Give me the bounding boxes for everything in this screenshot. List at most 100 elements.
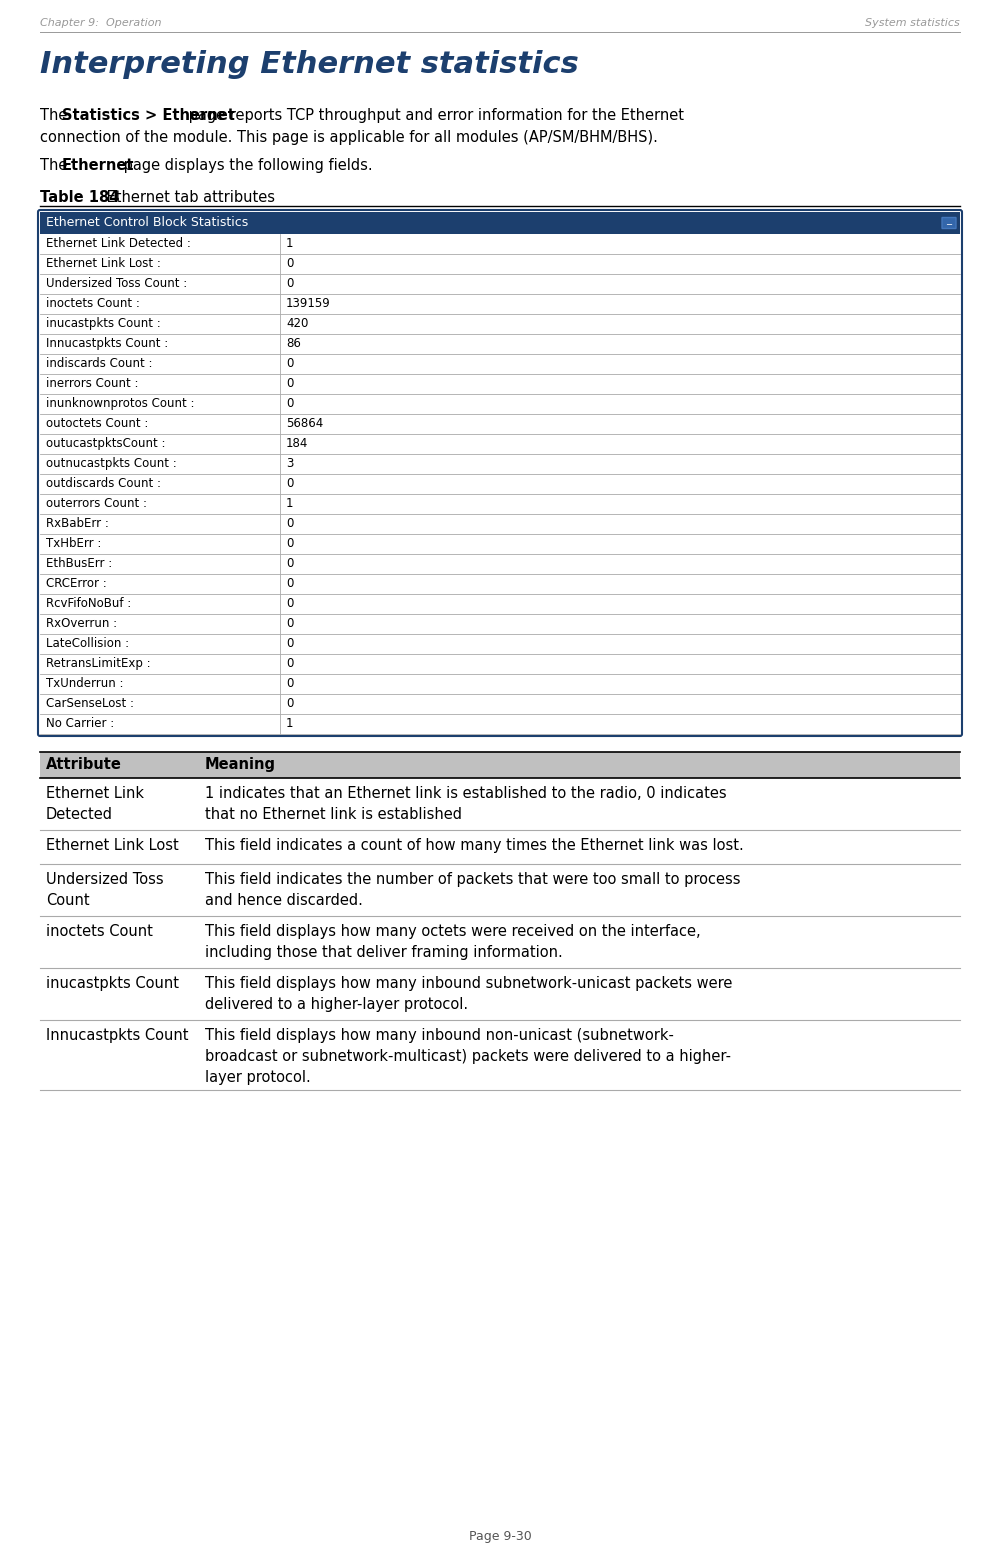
Text: Attribute: Attribute (46, 758, 122, 772)
Bar (40, 513, 960, 534)
Text: Ethernet Link Lost: Ethernet Link Lost (46, 839, 179, 853)
Text: 0: 0 (286, 598, 293, 610)
Text: LateCollision :: LateCollision : (46, 636, 129, 650)
Bar (40, 355, 960, 373)
Text: outerrors Count :: outerrors Count : (46, 496, 147, 510)
Text: Ethernet Control Block Statistics: Ethernet Control Block Statistics (46, 216, 248, 229)
Bar (40, 615, 960, 633)
Text: Statistics > Ethernet: Statistics > Ethernet (62, 107, 235, 123)
Bar (40, 594, 960, 615)
Text: This field displays how many octets were received on the interface,
including th: This field displays how many octets were… (205, 924, 701, 960)
Text: RxOverrun :: RxOverrun : (46, 618, 117, 630)
Bar (40, 534, 960, 554)
Text: EthBusErr :: EthBusErr : (46, 557, 112, 569)
Text: 0: 0 (286, 557, 293, 569)
Text: connection of the module. This page is applicable for all modules (AP/SM/BHM/BHS: connection of the module. This page is a… (40, 131, 658, 145)
Bar (40, 694, 960, 714)
Bar (40, 574, 960, 594)
Text: 3: 3 (286, 457, 293, 470)
Text: RxBabErr :: RxBabErr : (46, 517, 109, 531)
Bar (40, 752, 960, 778)
Text: 0: 0 (286, 377, 293, 391)
Text: This field displays how many inbound non-unicast (subnetwork-
broadcast or subne: This field displays how many inbound non… (205, 1029, 731, 1085)
Bar (40, 373, 960, 394)
Text: outoctets Count :: outoctets Count : (46, 417, 148, 429)
Bar (40, 394, 960, 414)
Bar (40, 233, 960, 254)
Text: Ethernet Link Lost :: Ethernet Link Lost : (46, 257, 161, 271)
Text: Innucastpkts Count :: Innucastpkts Count : (46, 338, 168, 350)
Text: 1: 1 (286, 717, 294, 730)
Text: Interpreting Ethernet statistics: Interpreting Ethernet statistics (40, 50, 579, 79)
Text: 184: 184 (286, 437, 308, 450)
Text: 139159: 139159 (286, 297, 331, 310)
Text: 0: 0 (286, 657, 293, 671)
Text: RetransLimitExp :: RetransLimitExp : (46, 657, 151, 671)
Text: 0: 0 (286, 618, 293, 630)
Bar (40, 274, 960, 294)
Text: 1: 1 (286, 237, 294, 251)
Bar (40, 864, 960, 916)
Text: Innucastpkts Count: Innucastpkts Count (46, 1029, 188, 1043)
Text: Ethernet tab attributes: Ethernet tab attributes (102, 190, 275, 205)
Text: page displays the following fields.: page displays the following fields. (119, 159, 373, 173)
Bar (40, 493, 960, 513)
Text: 0: 0 (286, 677, 293, 689)
Bar (40, 454, 960, 475)
Text: 0: 0 (286, 356, 293, 370)
Text: 0: 0 (286, 257, 293, 271)
Text: indiscards Count :: indiscards Count : (46, 356, 152, 370)
Text: Ethernet Link Detected :: Ethernet Link Detected : (46, 237, 191, 251)
Bar (40, 335, 960, 355)
Text: This field indicates the number of packets that were too small to process
and he: This field indicates the number of packe… (205, 871, 740, 909)
Text: 0: 0 (286, 277, 293, 289)
FancyBboxPatch shape (942, 218, 956, 229)
Text: CRCError :: CRCError : (46, 577, 107, 590)
Text: Ethernet Link
Detected: Ethernet Link Detected (46, 786, 144, 822)
Text: Undersized Toss
Count: Undersized Toss Count (46, 871, 164, 909)
Text: 1 indicates that an Ethernet link is established to the radio, 0 indicates
that : 1 indicates that an Ethernet link is est… (205, 786, 727, 822)
Text: CarSenseLost :: CarSenseLost : (46, 697, 134, 710)
Bar (40, 968, 960, 1021)
Bar (40, 314, 960, 335)
Text: 420: 420 (286, 317, 308, 330)
Text: page reports TCP throughput and error information for the Ethernet: page reports TCP throughput and error in… (184, 107, 684, 123)
Text: inucastpkts Count: inucastpkts Count (46, 976, 179, 991)
Text: This field displays how many inbound subnetwork-unicast packets were
delivered t: This field displays how many inbound sub… (205, 976, 732, 1011)
Bar (40, 254, 960, 274)
Text: Meaning: Meaning (205, 758, 276, 772)
Text: 0: 0 (286, 517, 293, 531)
Text: outnucastpkts Count :: outnucastpkts Count : (46, 457, 177, 470)
Text: 0: 0 (286, 537, 293, 549)
Text: Table 184: Table 184 (40, 190, 119, 205)
Text: outdiscards Count :: outdiscards Count : (46, 478, 161, 490)
Text: TxUnderrun :: TxUnderrun : (46, 677, 124, 689)
Bar (40, 434, 960, 454)
Bar (40, 778, 960, 829)
Text: TxHbErr :: TxHbErr : (46, 537, 101, 549)
Text: inerrors Count :: inerrors Count : (46, 377, 138, 391)
Text: 0: 0 (286, 397, 293, 409)
Text: 86: 86 (286, 338, 301, 350)
Bar (40, 554, 960, 574)
Text: 0: 0 (286, 577, 293, 590)
Text: 1: 1 (286, 496, 294, 510)
Text: The: The (40, 107, 72, 123)
Text: Ethernet: Ethernet (62, 159, 134, 173)
Bar (40, 294, 960, 314)
Text: No Carrier :: No Carrier : (46, 717, 114, 730)
Text: inunknownprotos Count :: inunknownprotos Count : (46, 397, 194, 409)
Text: ─: ─ (946, 219, 952, 229)
Bar (40, 654, 960, 674)
Bar (40, 916, 960, 968)
Text: 56864: 56864 (286, 417, 323, 429)
Bar (40, 829, 960, 864)
Text: RcvFifoNoBuf :: RcvFifoNoBuf : (46, 598, 131, 610)
Bar (40, 212, 960, 233)
Text: 0: 0 (286, 636, 293, 650)
Text: inoctets Count :: inoctets Count : (46, 297, 140, 310)
Text: outucastpktsCount :: outucastpktsCount : (46, 437, 166, 450)
Bar (40, 633, 960, 654)
Text: System statistics: System statistics (865, 19, 960, 28)
Bar (40, 414, 960, 434)
